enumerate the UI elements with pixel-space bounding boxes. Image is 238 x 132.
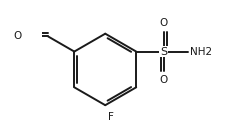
Text: O: O [160,18,168,28]
Text: O: O [160,75,168,85]
Text: F: F [108,112,114,122]
Text: NH2: NH2 [190,47,212,57]
Text: S: S [160,47,167,57]
Text: O: O [13,31,21,41]
